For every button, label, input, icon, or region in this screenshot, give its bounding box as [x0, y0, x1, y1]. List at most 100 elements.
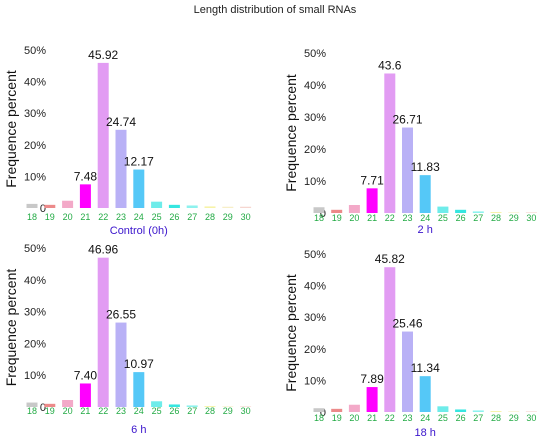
x-tick-label: 24 [134, 406, 144, 416]
x-tick-label: 27 [187, 212, 197, 222]
y-tick-label: 30% [24, 307, 46, 319]
y-tick-label: 50% [304, 48, 326, 60]
bar [222, 406, 234, 407]
bar [97, 62, 109, 209]
bar [62, 400, 74, 407]
x-tick-label: 25 [438, 413, 448, 423]
bar [151, 401, 163, 407]
data-label: 46.96 [88, 243, 118, 257]
x-tick-label: 21 [80, 406, 90, 416]
bar [26, 402, 38, 407]
bar [240, 206, 252, 208]
data-label: 43.6 [378, 58, 402, 72]
x-tick-label: 29 [223, 212, 233, 222]
x-tick-label: 26 [456, 213, 466, 223]
bar [26, 203, 38, 208]
bar [115, 322, 127, 407]
x-tick-label: 19 [332, 413, 342, 423]
x-tick-label: 23 [402, 213, 412, 223]
data-label: 45.92 [88, 48, 118, 62]
y-tick-label: 20% [304, 344, 326, 356]
bar [168, 204, 180, 208]
x-tick-label: 24 [420, 413, 430, 423]
data-label: 26.71 [392, 113, 422, 127]
bar [472, 410, 484, 412]
x-tick-label: 20 [63, 212, 73, 222]
bar [348, 205, 360, 213]
data-label: 12.17 [124, 155, 154, 169]
x-tick-label: 19 [45, 406, 55, 416]
x-tick-label: 23 [116, 212, 126, 222]
chart-main-title: Length distribution of small RNAs [193, 4, 357, 16]
bar [204, 206, 216, 208]
x-tick-label: 18 [314, 413, 324, 423]
bar [366, 188, 378, 213]
y-tick-label: 50% [24, 243, 46, 255]
bar [97, 257, 109, 407]
bar [384, 73, 396, 213]
bar [331, 408, 343, 412]
x-tick-label: 28 [205, 406, 215, 416]
x-tick-label: 21 [367, 413, 377, 423]
x-tick-label: 28 [491, 213, 501, 223]
chart-subtitle: 18 h [414, 427, 435, 439]
x-tick-label: 30 [241, 406, 251, 416]
x-tick-label: 19 [332, 213, 342, 223]
y-tick-label: 50% [304, 249, 326, 261]
y-tick-label: 20% [24, 140, 46, 152]
data-label: 7.89 [360, 372, 384, 386]
y-axis-label: Frequence percent [3, 70, 19, 188]
x-tick-label: 18 [27, 212, 37, 222]
x-tick-label: 28 [491, 413, 501, 423]
bar [313, 207, 325, 213]
bar [455, 209, 467, 213]
x-tick-label: 23 [116, 406, 126, 416]
bar [455, 409, 467, 412]
chart-subtitle: 6 h [131, 424, 146, 436]
x-tick-label: 29 [509, 213, 519, 223]
bar [348, 404, 360, 412]
x-tick-label: 22 [98, 212, 108, 222]
bar [508, 212, 520, 213]
bar [79, 184, 91, 208]
bar [168, 404, 180, 407]
data-label: 26.55 [106, 308, 136, 322]
x-tick-label: 30 [241, 212, 251, 222]
x-tick-label: 29 [223, 406, 233, 416]
y-tick-label: 40% [24, 275, 46, 287]
y-tick-label: 0 [40, 402, 46, 414]
bar [437, 406, 449, 412]
bar [313, 408, 325, 412]
y-axis-label: Frequence percent [283, 274, 299, 392]
bar [240, 406, 252, 407]
bar [419, 175, 431, 213]
x-tick-label: 22 [98, 406, 108, 416]
x-tick-label: 20 [349, 413, 359, 423]
data-label: 7.48 [74, 169, 98, 183]
bar [133, 169, 145, 208]
y-tick-label: 10% [304, 176, 326, 188]
data-label: 7.71 [360, 173, 384, 187]
x-tick-label: 27 [187, 406, 197, 416]
x-tick-label: 23 [402, 413, 412, 423]
x-tick-label: 27 [473, 213, 483, 223]
x-tick-label: 24 [420, 213, 430, 223]
y-tick-label: 10% [24, 171, 46, 183]
y-axis-label: Frequence percent [3, 269, 19, 387]
bar [115, 129, 127, 208]
x-tick-label: 26 [169, 406, 179, 416]
x-tick-label: 21 [80, 212, 90, 222]
bar [79, 383, 91, 407]
y-tick-label: 10% [24, 370, 46, 382]
y-axis-label: Frequence percent [283, 74, 299, 192]
x-tick-label: 30 [526, 213, 536, 223]
y-tick-label: 20% [304, 144, 326, 156]
data-label: 45.82 [375, 252, 405, 266]
y-tick-label: 0 [320, 208, 326, 220]
x-tick-label: 28 [205, 212, 215, 222]
x-tick-label: 26 [456, 413, 466, 423]
y-tick-label: 40% [304, 281, 326, 293]
y-tick-label: 50% [24, 45, 46, 57]
bar [490, 411, 502, 412]
